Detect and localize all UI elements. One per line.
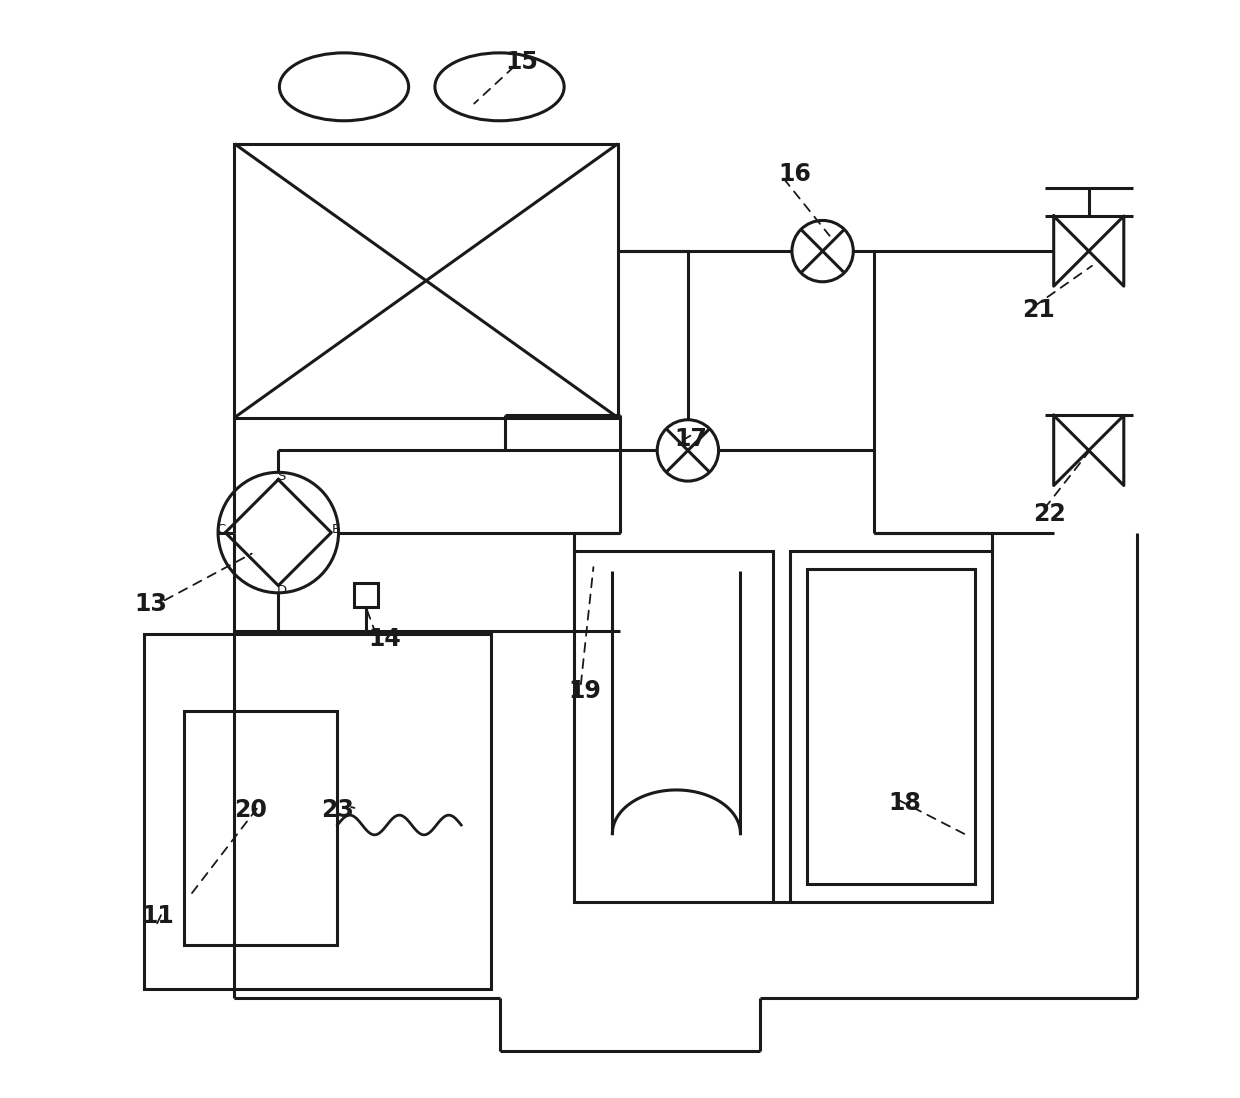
Text: 21: 21 [1022,299,1055,322]
Text: 16: 16 [779,163,812,187]
Text: 15: 15 [505,49,538,74]
Text: 13: 13 [135,592,167,616]
Text: E: E [331,523,340,536]
Bar [184,712,337,945]
Bar [790,551,992,901]
Text: C: C [216,523,226,536]
Text: 22: 22 [1033,502,1065,526]
Text: 23: 23 [321,797,353,821]
Bar [574,551,774,901]
Bar [144,635,491,989]
Text: S: S [278,470,285,483]
Text: 19: 19 [568,680,601,704]
Text: 18: 18 [888,791,921,815]
Text: 14: 14 [368,627,401,651]
Text: 20: 20 [234,797,268,821]
Text: D: D [277,584,286,597]
Bar [807,569,975,884]
Bar [353,583,378,607]
Text: 17: 17 [675,427,708,451]
Bar [234,144,618,417]
Text: 11: 11 [141,904,174,928]
